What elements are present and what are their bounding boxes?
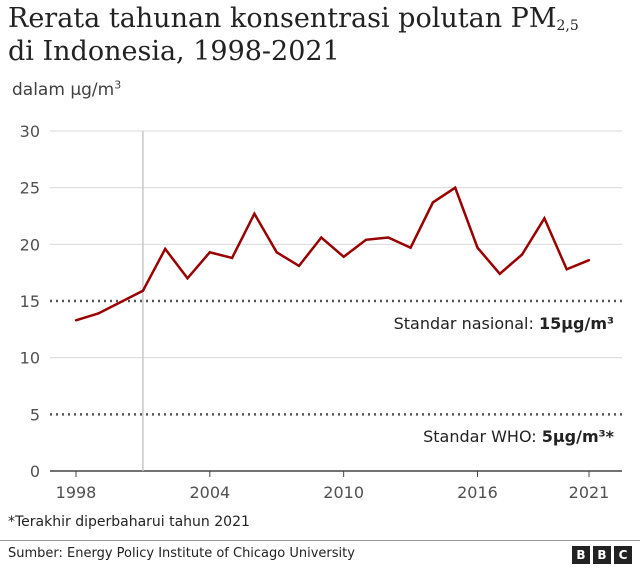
data-point <box>453 186 457 189</box>
data-point <box>498 272 501 275</box>
data-point <box>119 300 122 304</box>
reference-label: Standar nasional: 15µg/m³ <box>394 314 614 333</box>
data-point <box>364 238 368 241</box>
data-point <box>230 256 234 260</box>
data-point <box>141 289 145 292</box>
x-tick-label: 2010 <box>323 483 364 502</box>
title-line-1: Rerata tahunan konsentrasi polutan PM <box>8 3 557 34</box>
y-tick-label: 15 <box>20 292 40 311</box>
x-tick-label: 2021 <box>569 483 610 502</box>
source-note: Sumber: Energy Policy Institute of Chica… <box>8 546 355 561</box>
data-point <box>164 247 167 251</box>
y-tick-label: 25 <box>20 179 40 198</box>
data-point <box>253 212 256 215</box>
data-point <box>208 251 212 254</box>
data-point <box>543 217 546 220</box>
data-point <box>476 246 479 249</box>
logo-letter: C <box>614 546 632 564</box>
line-chart: 0 5 10 15 20 25 30 1998 2004 2010 2016 2021 Standar … <box>20 122 622 502</box>
data-point <box>186 277 189 280</box>
data-point <box>74 319 78 322</box>
x-tick-label: 2004 <box>189 483 230 502</box>
title-subscript: 2,5 <box>556 18 579 34</box>
chart-subtitle: dalam µg/m3 <box>12 78 122 100</box>
data-point <box>565 268 568 271</box>
data-point <box>520 253 524 256</box>
subtitle-superscript: 3 <box>114 78 122 92</box>
data-point <box>275 251 278 254</box>
source-divider <box>0 540 640 541</box>
y-tick-label: 30 <box>20 122 40 141</box>
data-point <box>342 255 345 258</box>
data-point <box>97 312 100 315</box>
data-point <box>587 259 591 262</box>
data-point <box>297 264 301 268</box>
y-tick-label: 20 <box>20 235 40 254</box>
reference-label: Standar WHO: 5µg/m³* <box>423 427 615 446</box>
logo-letter: B <box>572 546 590 564</box>
title-line-2: di Indonesia, 1998-2021 <box>8 36 340 67</box>
y-tick-label: 0 <box>30 462 40 481</box>
data-point <box>431 201 435 204</box>
y-tick-label: 5 <box>30 405 40 424</box>
pm25-series-line <box>75 185 590 322</box>
data-point <box>387 236 390 239</box>
y-tick-label: 10 <box>20 349 40 368</box>
subtitle-text: dalam µg/m <box>12 80 115 100</box>
footnote: *Terakhir diperbaharui tahun 2021 <box>8 514 250 530</box>
data-point <box>320 236 323 239</box>
bbc-logo: B B C <box>572 546 632 564</box>
logo-letter: B <box>593 546 611 564</box>
data-point <box>409 246 412 249</box>
x-tick-label: 1998 <box>56 483 97 502</box>
chart-title: Rerata tahunan konsentrasi polutan PM2,5… <box>8 2 628 68</box>
x-tick-label: 2016 <box>457 483 498 502</box>
